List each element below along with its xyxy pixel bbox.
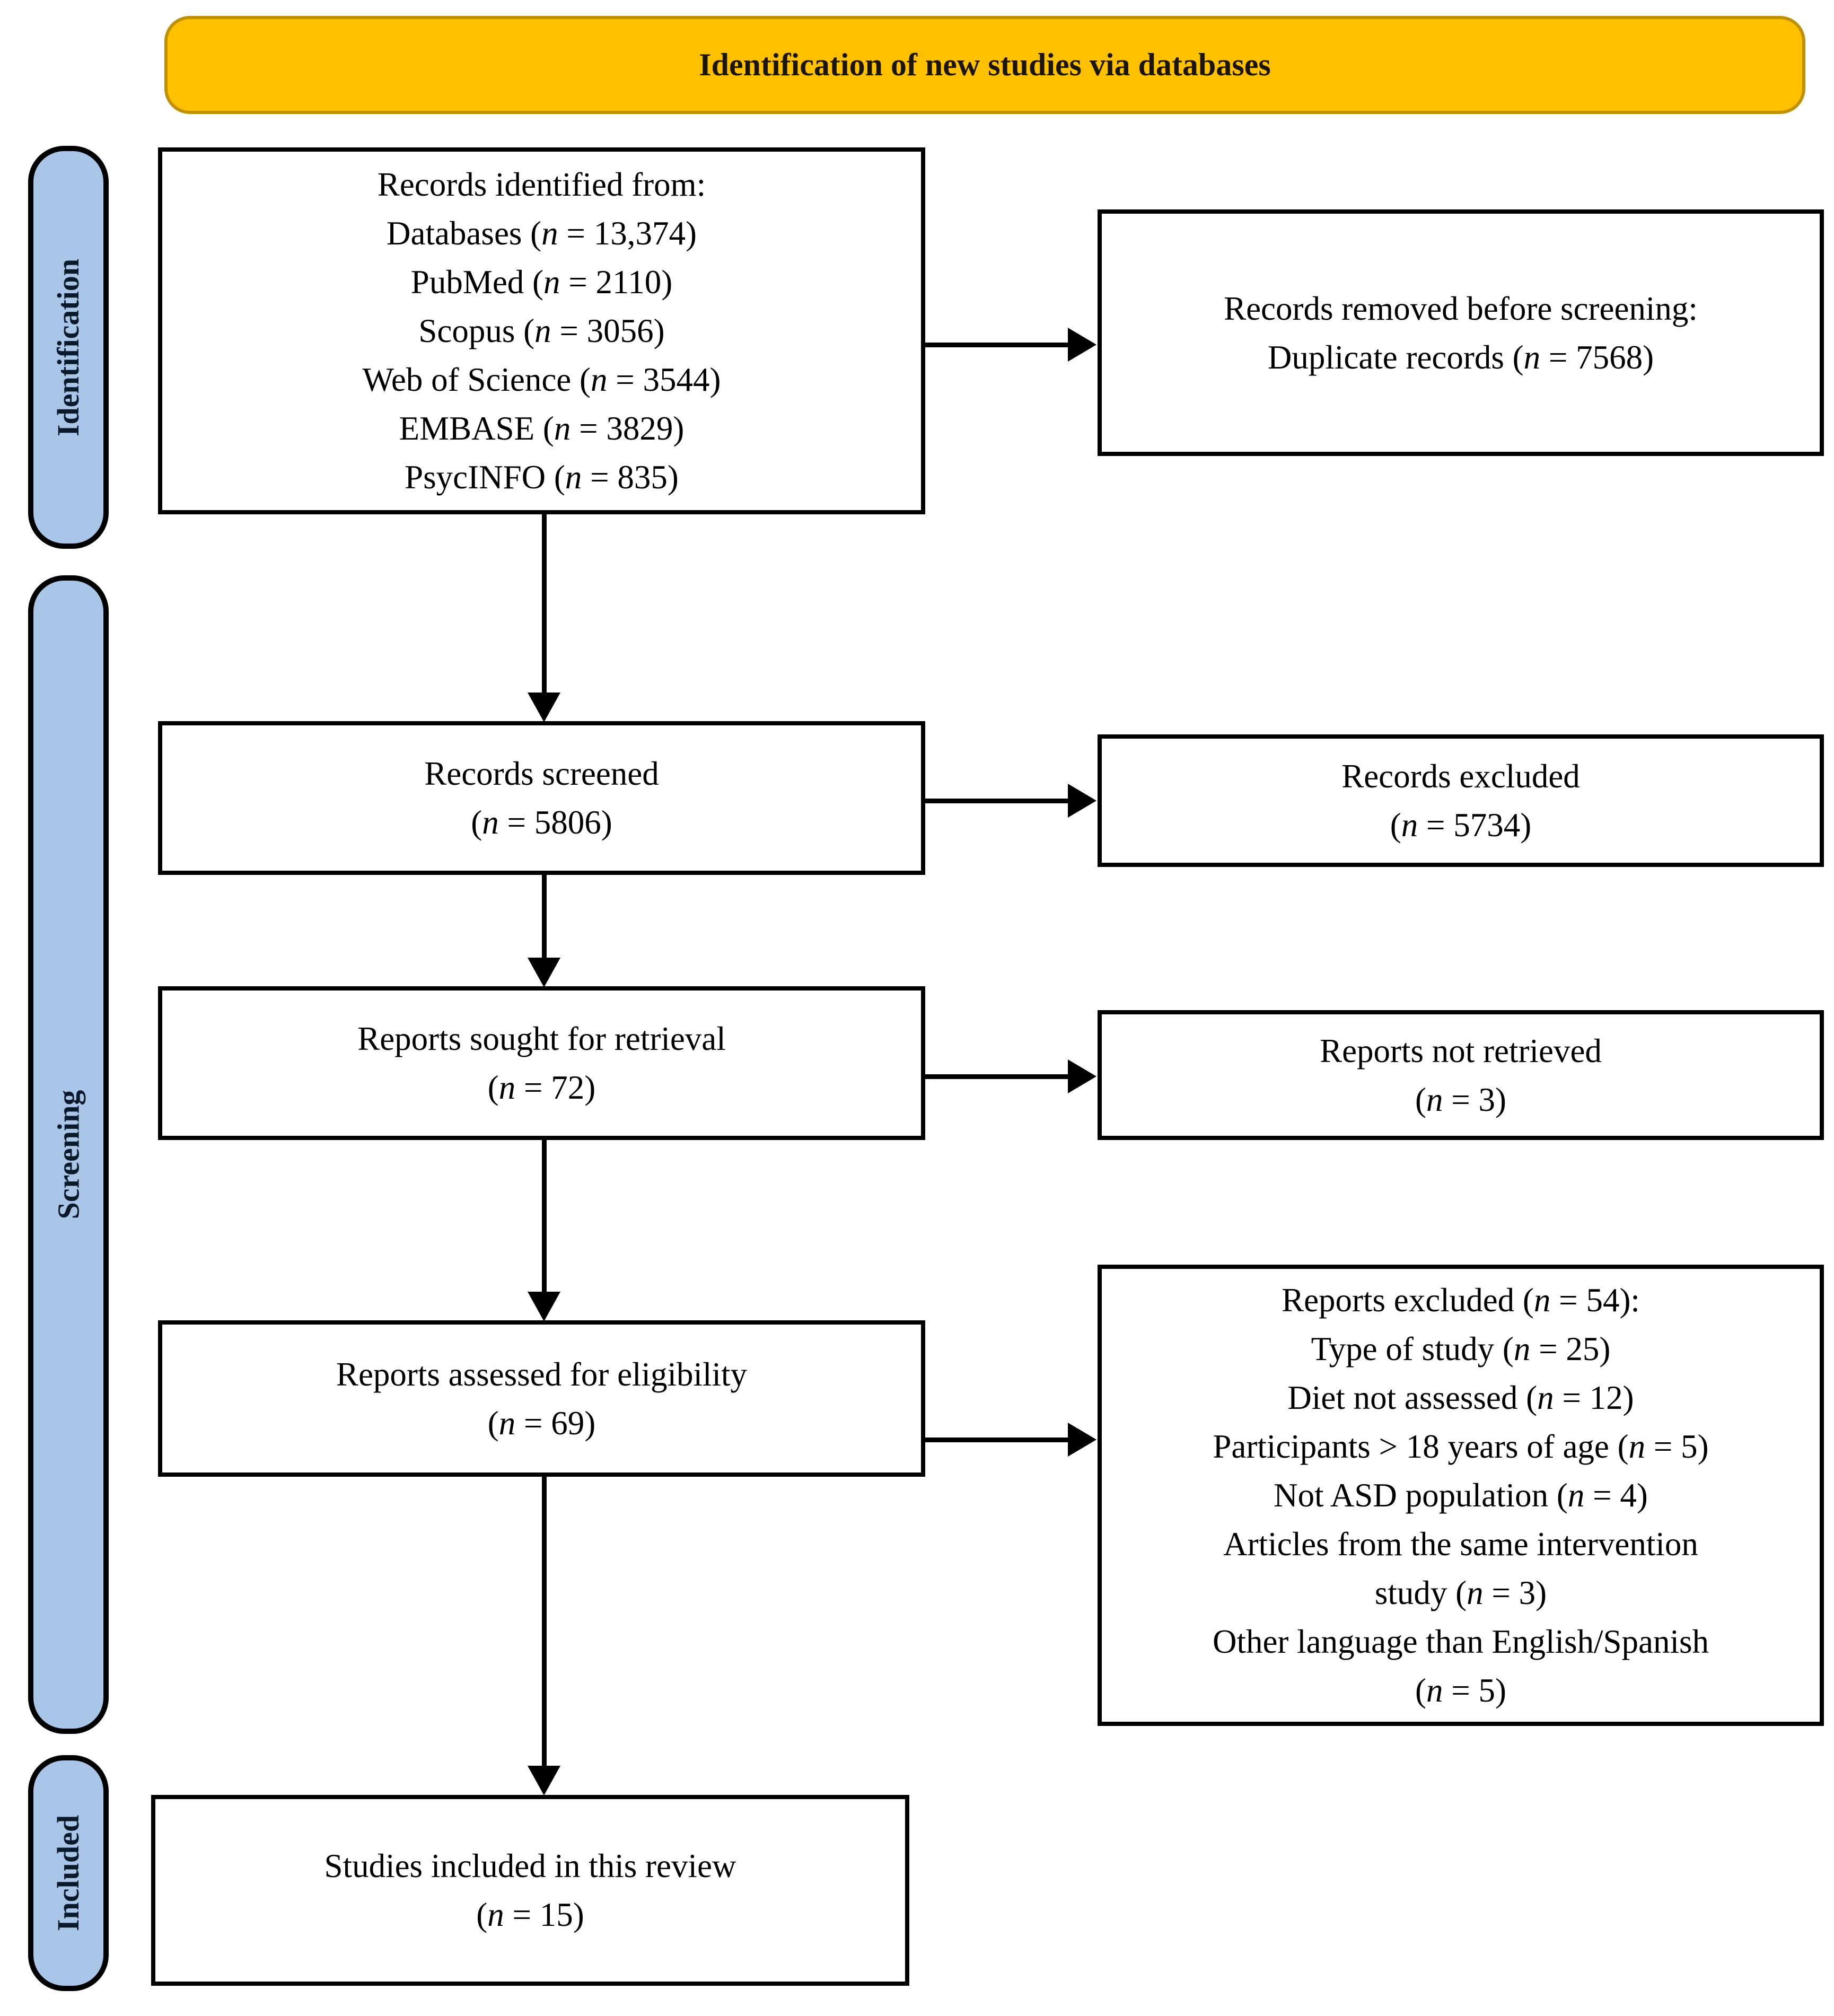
box-records-excluded: Records excluded (n = 5734) <box>1098 734 1824 867</box>
arrow-screened-to-sought-head <box>528 958 560 987</box>
arrow-screened-to-excluded-line <box>925 799 1069 803</box>
arrow-assessed-to-included-head <box>528 1766 560 1795</box>
text-line: Records identified from: <box>377 166 706 203</box>
text-line: (n = 5734) <box>1390 807 1532 844</box>
text-line: study (n = 3) <box>1374 1574 1547 1611</box>
text-line: Records screened <box>424 755 659 792</box>
arrow-screened-to-sought-line <box>542 875 547 960</box>
stage-screening-label: Screening <box>51 1090 86 1220</box>
text-line: (n = 15) <box>476 1896 584 1933</box>
text-line: Diet not assessed (n = 12) <box>1287 1379 1634 1416</box>
box-records-identified: Records identified from: Databases (n = 1… <box>158 147 925 514</box>
text-line: Type of study (n = 25) <box>1311 1330 1611 1368</box>
text-line: Web of Science (n = 3544) <box>362 361 721 398</box>
text-line: Not ASD population (n = 4) <box>1274 1477 1648 1514</box>
stage-identification: Identification <box>28 146 109 549</box>
stage-identification-label: Identification <box>51 258 86 436</box>
text-line: Other language than English/Spanish <box>1212 1623 1709 1660</box>
text-line: (n = 69) <box>487 1404 596 1442</box>
box-records-removed: Records removed before screening: Duplica… <box>1098 209 1824 456</box>
banner: Identification of new studies via databa… <box>164 16 1805 114</box>
box-reports-not-retrieved: Reports not retrieved (n = 3) <box>1098 1010 1824 1140</box>
text-line: (n = 3) <box>1415 1081 1506 1118</box>
arrow-sought-to-not-retrieved-head <box>1068 1059 1096 1093</box>
text-line: (n = 72) <box>487 1069 596 1106</box>
text-line: Studies included in this review <box>324 1847 736 1884</box>
arrow-assessed-to-excluded-line <box>925 1438 1069 1442</box>
text-line: (n = 5806) <box>471 804 612 841</box>
box-studies-included: Studies included in this review (n = 15) <box>151 1795 909 1986</box>
box-records-screened: Records screened (n = 5806) <box>158 721 925 875</box>
text-line: Reports assessed for eligibility <box>336 1355 748 1393</box>
text-line: Scopus (n = 3056) <box>418 312 665 349</box>
text-line: Reports not retrieved <box>1320 1032 1602 1070</box>
stage-screening: Screening <box>28 575 109 1734</box>
box-reports-excluded: Reports excluded (n = 54): Type of study … <box>1098 1265 1824 1726</box>
stage-included-label: Included <box>51 1815 86 1932</box>
text-line: Participants > 18 years of age (n = 5) <box>1213 1428 1709 1465</box>
text-line: EMBASE (n = 3829) <box>399 410 685 447</box>
text-line: Records removed before screening: <box>1224 290 1698 327</box>
arrow-identified-to-removed-head <box>1068 328 1096 362</box>
arrow-identified-to-screened-line <box>542 514 547 695</box>
arrow-identified-to-screened-head <box>528 693 560 722</box>
arrow-sought-to-assessed-head <box>528 1292 560 1321</box>
box-reports-sought: Reports sought for retrieval (n = 72) <box>158 986 925 1140</box>
arrow-assessed-to-included-line <box>542 1477 547 1768</box>
text-line: PubMed (n = 2110) <box>410 264 673 301</box>
arrow-sought-to-not-retrieved-line <box>925 1074 1069 1079</box>
text-line: Reports excluded (n = 54): <box>1282 1282 1640 1319</box>
text-line: Databases (n = 13,374) <box>387 215 697 252</box>
arrow-sought-to-assessed-line <box>542 1140 547 1294</box>
arrow-identified-to-removed-line <box>925 343 1069 347</box>
text-line: Duplicate records (n = 7568) <box>1267 338 1654 376</box>
arrow-screened-to-excluded-head <box>1068 784 1096 818</box>
text-line: PsycINFO (n = 835) <box>405 459 679 496</box>
banner-title: Identification of new studies via databa… <box>699 47 1271 82</box>
text-line: Reports sought for retrieval <box>357 1020 726 1057</box>
box-reports-assessed: Reports assessed for eligibility (n = 69) <box>158 1320 925 1477</box>
text-line: (n = 5) <box>1415 1672 1506 1709</box>
text-line: Articles from the same intervention <box>1223 1526 1698 1563</box>
text-line: Records excluded <box>1341 758 1580 795</box>
arrow-assessed-to-excluded-head <box>1068 1423 1096 1457</box>
stage-included: Included <box>28 1755 109 1991</box>
